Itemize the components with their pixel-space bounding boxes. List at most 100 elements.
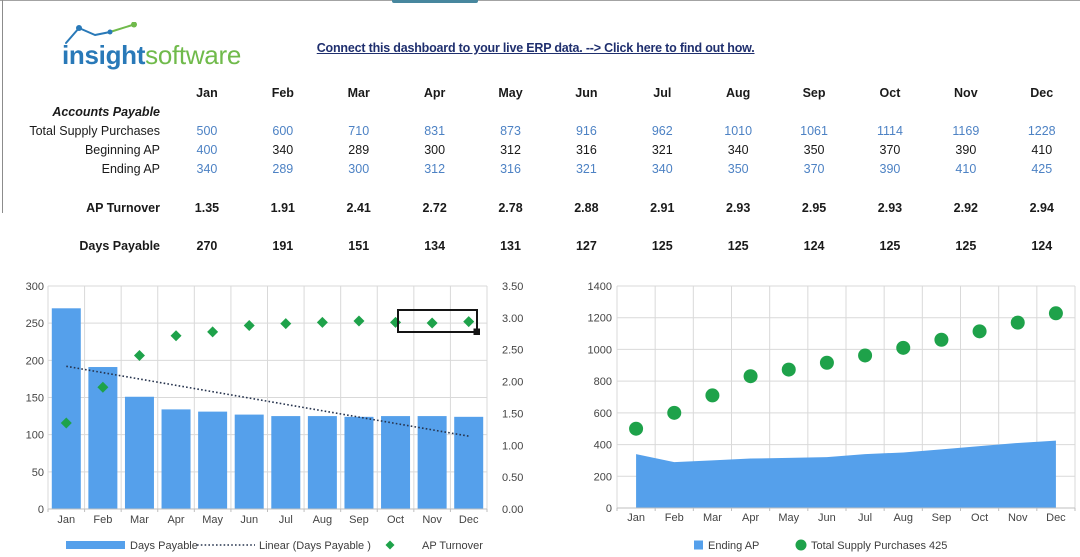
erp-connect-link[interactable]: Connect this dashboard to your live ERP … [316,41,755,55]
row-label: Beginning AP [84,143,160,158]
logo-wordmark: insightsoftware [62,40,241,71]
spacer-cell [852,179,928,198]
value-cell: 312 [500,143,521,158]
svg-text:1200: 1200 [588,313,612,325]
legend-bar-swatch [66,541,125,549]
browser-tab-fragment [392,0,478,3]
empty-cell [548,102,624,121]
value-cell: 2.41 [346,200,371,215]
section-label: Accounts Payable [52,104,160,119]
value-cell: 400 [196,143,218,158]
logo-part-insight: insight [62,40,146,70]
x-axis-labels: Jan Feb Mar Apr May Jun Jul Aug Sep Oct Nov Dec [627,512,1066,524]
month-header: May [498,85,523,100]
row-label: Ending AP [101,162,160,177]
value-cell: 350 [727,162,749,177]
selection-handle [473,328,480,335]
spacer-cell [700,217,776,236]
spacer-cell [776,217,852,236]
svg-text:Mar: Mar [703,512,722,524]
svg-text:Jul: Jul [279,514,293,526]
logo-part-software: software [145,40,241,70]
value-cell: 321 [651,143,673,158]
svg-text:Dec: Dec [1046,512,1066,524]
window-top-border [0,0,1080,1]
svg-text:0.50: 0.50 [502,472,523,484]
month-header: Nov [954,85,978,100]
value-cell: 831 [424,123,446,138]
legend-diamond-icon [385,540,395,550]
svg-text:Ending AP: Ending AP [708,540,759,552]
spacer-cell [473,217,549,236]
svg-text:150: 150 [26,393,44,405]
sheet-left-border [2,0,3,213]
value-cell: 125 [651,239,673,254]
value-cell: 124 [1031,239,1053,254]
value-cell: 191 [272,239,294,254]
svg-text:600: 600 [594,408,612,420]
svg-text:1.00: 1.00 [502,440,523,452]
svg-text:200: 200 [594,471,612,483]
value-cell: 2.78 [498,200,523,215]
ending-ap-purchases-chart[interactable]: 0 200 400 600 800 1000 1200 1400 Jan Feb Mar Apr May… [575,278,1080,557]
left-axis-labels: 0 50 100 150 200 250 300 [26,281,44,516]
month-header: Dec [1030,85,1054,100]
svg-text:1400: 1400 [588,281,612,293]
month-header: Oct [879,85,901,100]
svg-text:1000: 1000 [588,344,612,356]
value-cell: 1114 [876,123,903,138]
value-cell: 1010 [724,123,753,138]
spacer-cell [321,217,397,236]
value-cell: 410 [955,162,977,177]
svg-text:0.00: 0.00 [502,504,523,516]
value-cell: 340 [727,143,749,158]
value-cell: 340 [651,162,673,177]
month-header: Mar [347,85,370,100]
table-corner [0,83,169,102]
value-cell: 289 [272,162,294,177]
legend-area-swatch [694,540,703,550]
value-cell: 312 [424,162,446,177]
selection-rectangle[interactable] [397,309,480,335]
logo-chartline-icon [65,22,137,44]
value-cell: 410 [1031,143,1053,158]
spacer-cell [548,179,624,198]
axis-ticks [47,509,488,512]
svg-text:Oct: Oct [971,512,988,524]
chart-legend: Ending AP Total Supply Purchases 425 [694,539,947,552]
value-cell: 2.92 [953,200,979,215]
value-cell: 873 [500,123,521,138]
spacer-cell [700,179,776,198]
empty-cell [169,102,245,121]
value-cell: 316 [575,143,597,158]
svg-text:Aug: Aug [313,514,333,526]
svg-text:Aug: Aug [893,512,913,524]
svg-text:Mar: Mar [130,514,149,526]
svg-text:300: 300 [26,281,44,293]
supply-purchase-points [629,306,1063,436]
svg-text:Oct: Oct [387,514,404,526]
value-cell: 1061 [800,123,828,138]
value-cell: 131 [500,239,521,254]
value-cell: 340 [272,143,294,158]
month-header: Aug [726,85,751,100]
axis-ticks [616,508,1076,511]
spacer-cell [0,217,169,236]
svg-text:AP Turnover: AP Turnover [422,540,483,552]
days-payable-turnover-chart[interactable]: 0 50 100 150 200 250 300 0.00 0.50 1.00 1.50 2.00 2.… [20,278,530,557]
svg-text:250: 250 [26,318,44,330]
spacer-cell [473,179,549,198]
spacer-cell [776,179,852,198]
spacer-cell [624,217,700,236]
value-cell: 125 [955,239,977,254]
empty-cell [1004,102,1080,121]
spacer-cell [169,179,245,198]
value-cell: 2.88 [574,200,599,215]
svg-text:3.00: 3.00 [502,313,523,325]
svg-text:Feb: Feb [93,514,112,526]
empty-cell [245,102,321,121]
svg-text:Sep: Sep [349,514,369,526]
value-cell: 1.35 [194,200,220,215]
svg-text:2.00: 2.00 [502,377,523,389]
